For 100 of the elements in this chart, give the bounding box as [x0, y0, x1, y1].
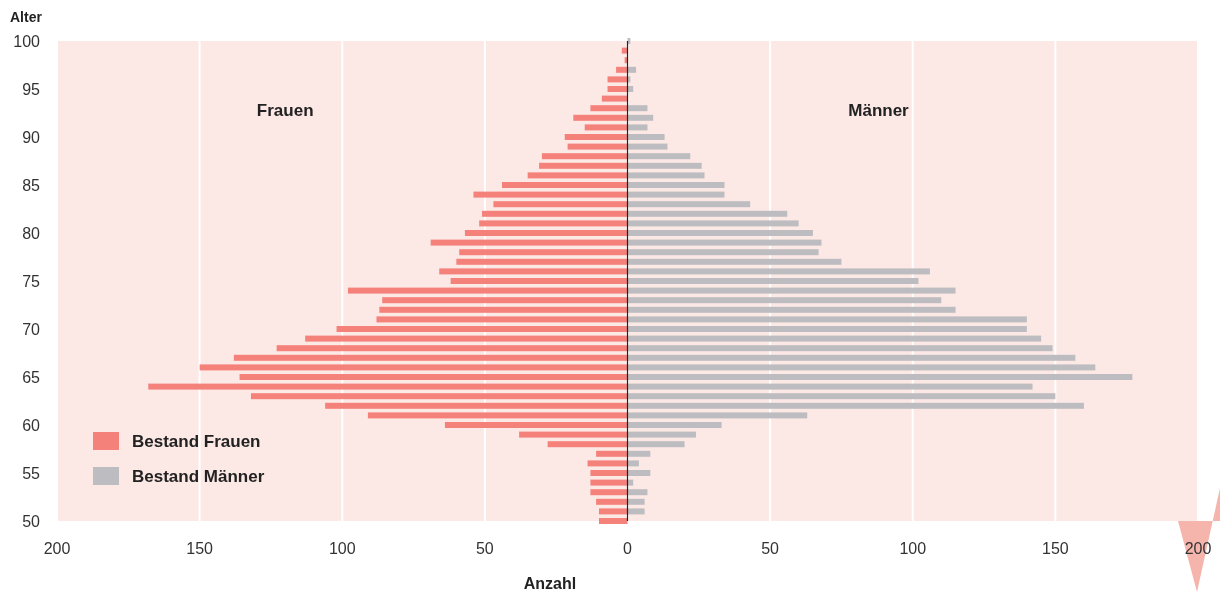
bar [627, 162, 702, 169]
y-tick-label: 60 [22, 417, 41, 434]
bar [627, 201, 751, 208]
bar [627, 508, 645, 515]
bar [584, 124, 628, 131]
x-tick-label: 150 [1042, 540, 1069, 557]
bar [627, 335, 1042, 342]
bar [456, 258, 628, 265]
bar [627, 105, 648, 112]
y-tick-label: 75 [22, 273, 41, 290]
bar [564, 134, 628, 140]
bar [250, 393, 628, 400]
bar [627, 143, 668, 150]
x-tick-label: 200 [43, 540, 71, 557]
bar [596, 450, 628, 457]
x-tick-label: 0 [623, 540, 633, 557]
y-tick-label: 100 [13, 33, 41, 50]
bar [382, 297, 628, 304]
bar [479, 220, 628, 227]
bar [547, 441, 628, 448]
bar [430, 239, 628, 246]
bar [607, 86, 628, 92]
x-tick-label: 150 [186, 540, 214, 557]
bar [627, 306, 956, 313]
bar [627, 441, 685, 448]
bar [627, 239, 822, 246]
y-tick-label: 50 [22, 513, 41, 530]
legend-label: Bestand Frauen [132, 432, 261, 451]
bar [601, 95, 628, 102]
annotation: Frauen [256, 101, 314, 120]
bar [464, 230, 628, 236]
bar [627, 326, 1027, 332]
bar [539, 162, 628, 169]
bar [541, 153, 628, 160]
bar [148, 383, 628, 390]
bar [379, 306, 628, 313]
bar [305, 335, 628, 342]
y-tick-label: 85 [22, 177, 41, 194]
legend-label: Bestand Männer [132, 467, 265, 486]
y-tick-label: 65 [22, 369, 41, 386]
bar [627, 249, 819, 256]
x-tick-label: 50 [475, 540, 494, 557]
bar [199, 364, 628, 371]
bar [239, 374, 628, 380]
x-tick-label: 100 [899, 540, 927, 557]
y-tick-label: 90 [22, 129, 41, 146]
bar [607, 76, 628, 83]
bar [627, 412, 808, 419]
bar [573, 114, 628, 121]
bar [587, 460, 628, 467]
bar [376, 316, 628, 323]
bar [439, 268, 628, 275]
annotation: Männer [848, 101, 910, 120]
bar [567, 143, 628, 150]
bar [627, 134, 665, 140]
bar [444, 422, 628, 428]
x-tick-label: 50 [761, 540, 780, 557]
bar [627, 153, 691, 160]
bar [627, 498, 645, 505]
bar [590, 489, 628, 496]
bar [627, 210, 788, 217]
bar [627, 258, 842, 265]
bar [627, 374, 1133, 380]
bar [627, 114, 654, 121]
bar [627, 393, 1056, 400]
x-tick-label: 200 [1184, 540, 1212, 557]
bar [627, 172, 705, 179]
bar [627, 354, 1076, 361]
bar [627, 220, 799, 227]
bar [501, 182, 628, 188]
bar [590, 470, 628, 476]
bar [627, 316, 1027, 323]
bar [627, 191, 725, 198]
bar [598, 518, 628, 524]
bar [627, 383, 1033, 390]
bar [627, 402, 1084, 409]
bar [276, 345, 628, 352]
bar [627, 230, 813, 236]
bar [459, 249, 628, 256]
bar [493, 201, 628, 208]
bar [450, 278, 628, 284]
y-tick-label: 55 [22, 465, 41, 482]
bar [616, 66, 628, 73]
bar [233, 354, 628, 361]
bar [336, 326, 628, 332]
x-axis-title: Anzahl [523, 575, 577, 592]
bar [347, 287, 628, 294]
y-tick-label: 70 [22, 321, 41, 338]
bar [627, 124, 648, 131]
bar [596, 498, 628, 505]
bar [627, 182, 725, 188]
bar [627, 489, 648, 496]
bar [590, 105, 628, 112]
bar [627, 66, 637, 73]
bar [519, 431, 628, 438]
bar [627, 422, 722, 428]
bar [627, 287, 956, 294]
y-tick-label: 80 [22, 225, 41, 242]
bar [627, 364, 1096, 371]
bar [325, 402, 628, 409]
